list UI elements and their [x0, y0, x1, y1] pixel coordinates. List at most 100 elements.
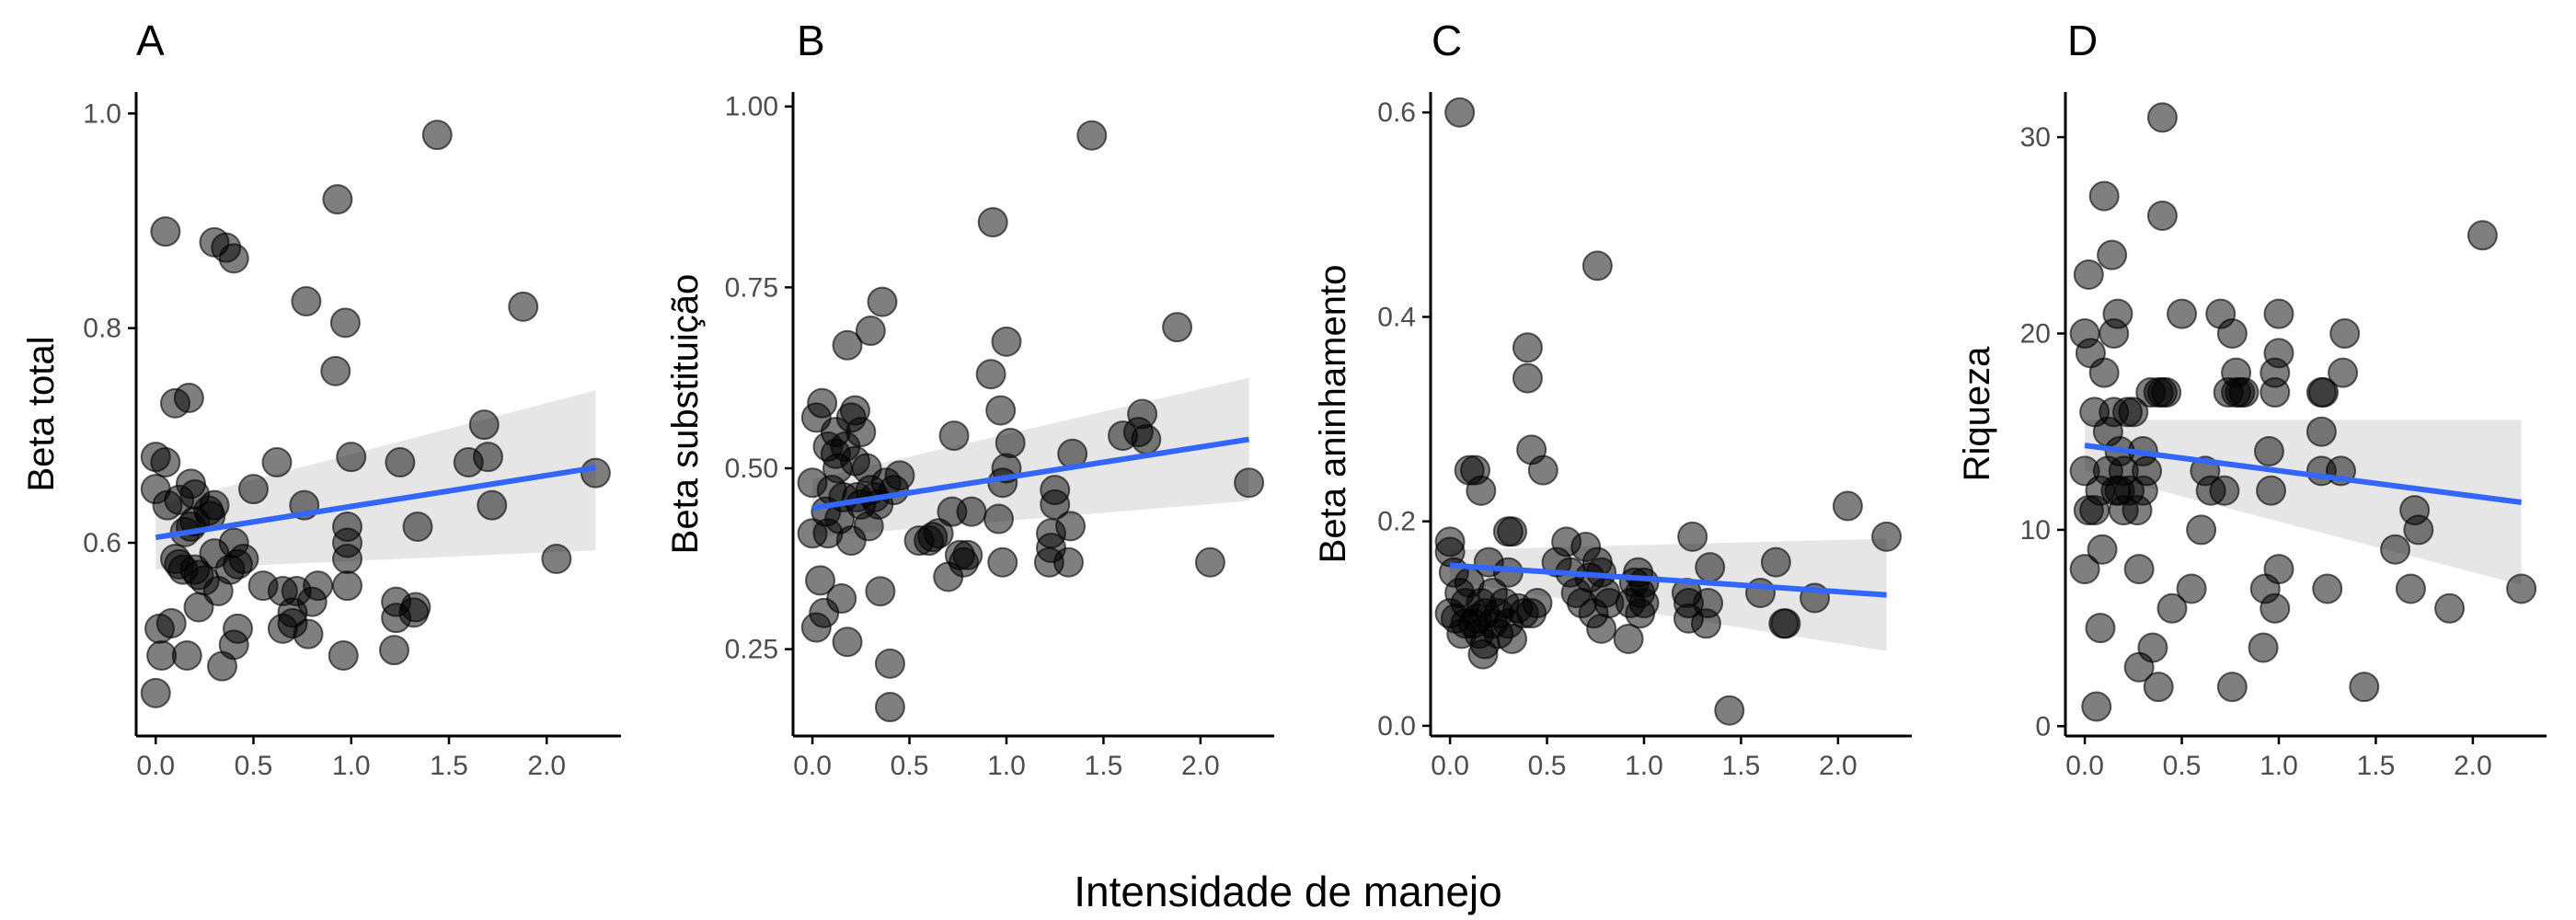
x-tick-label: 1.5	[2357, 751, 2396, 781]
x-tick-label: 1.5	[1085, 751, 1123, 781]
data-point	[845, 417, 877, 448]
regression-line	[155, 465, 596, 541]
data-point	[1581, 250, 1613, 282]
data-point	[2256, 475, 2287, 506]
x-tick-label: 0.0	[136, 751, 175, 781]
x-tick-label: 2.0	[1181, 751, 1220, 781]
panel-d: D Riqueza 0 10 20 30 0.0 0.5 1.0 1.5 2.0	[1957, 17, 2547, 781]
data-point	[2085, 613, 2116, 644]
data-point	[2349, 672, 2380, 703]
data-point	[293, 618, 324, 650]
data-point	[2081, 691, 2112, 722]
data-point	[1832, 490, 1863, 522]
y-axis-label: Riqueza	[1957, 346, 1997, 482]
x-tick-label: 0.5	[1528, 751, 1567, 781]
y-tick-label: 1.0	[83, 98, 121, 129]
data-point	[508, 291, 539, 322]
data-point	[2467, 220, 2498, 251]
data-point	[2146, 102, 2178, 133]
data-point	[1586, 613, 1617, 644]
y-tick-label: 0.6	[1377, 98, 1416, 128]
panel-c: C Beta aninhamento 0.0 0.2 0.4 0.6 0.0 0.5 1.0 1.…	[1313, 17, 1912, 781]
data-point	[2156, 592, 2188, 624]
x-tick-label: 0.0	[793, 751, 832, 781]
data-point	[2312, 573, 2343, 604]
data-point	[2209, 475, 2240, 506]
data-point	[1512, 362, 1543, 394]
panel-tag: D	[2067, 17, 2098, 64]
data-point	[580, 457, 611, 489]
y-tick-label: 0	[2035, 711, 2051, 742]
y-tick-label: 0.0	[1377, 711, 1416, 742]
data-point	[938, 420, 970, 452]
x-tick-label: 0.5	[235, 751, 273, 781]
data-point	[2216, 672, 2248, 703]
data-point	[1052, 546, 1084, 578]
x-tick-label: 1.5	[430, 751, 468, 781]
data-point	[2069, 554, 2100, 585]
regression-line	[2084, 443, 2522, 506]
data-point	[1055, 511, 1087, 542]
data-point	[865, 576, 896, 607]
data-point	[1234, 467, 1265, 499]
data-point	[2073, 259, 2104, 290]
y-tick-label: 10	[2020, 515, 2051, 546]
data-point	[826, 583, 857, 615]
y-tick-label: 0.2	[1377, 507, 1416, 537]
data-point	[218, 243, 249, 274]
data-point	[952, 539, 983, 570]
data-point	[1076, 120, 1108, 151]
data-point	[2263, 338, 2294, 369]
data-point	[2263, 554, 2294, 585]
x-tick-label: 0.5	[891, 751, 929, 781]
data-point	[2253, 436, 2284, 467]
data-point	[228, 544, 259, 574]
data-point	[2307, 377, 2339, 408]
data-point	[855, 316, 886, 347]
data-point	[1871, 521, 1903, 552]
y-tick-label: 30	[2020, 122, 2051, 153]
data-point	[291, 286, 322, 316]
data-point	[1613, 623, 1644, 654]
data-point	[2329, 318, 2361, 349]
data-point	[329, 307, 361, 339]
panel-tag: A	[136, 17, 165, 64]
panel-a: A Beta total 0.6 0.8 1.0 0.0 0.5 1.0 1.5 2.0	[21, 17, 621, 781]
data-point	[2176, 573, 2207, 604]
global-x-axis-label: Intensidade de manejo	[1074, 868, 1501, 915]
data-point	[218, 629, 249, 661]
data-point	[1693, 588, 1724, 619]
data-point	[2167, 298, 2198, 329]
data-point	[140, 677, 171, 708]
y-tick-label: 20	[2020, 319, 2051, 350]
data-point	[2380, 534, 2411, 565]
data-point	[2306, 416, 2337, 447]
data-point	[2088, 357, 2120, 388]
data-point	[1497, 623, 1528, 654]
panel-tag: B	[797, 17, 825, 64]
data-point	[468, 409, 500, 441]
data-point	[1444, 97, 1476, 128]
data-point	[1040, 475, 1071, 506]
data-point	[146, 640, 178, 671]
data-point	[1512, 332, 1543, 363]
data-point	[991, 326, 1022, 357]
x-tick-label: 0.5	[2163, 751, 2202, 781]
y-tick-label: 0.4	[1377, 302, 1416, 332]
data-point	[2228, 377, 2260, 408]
data-point	[379, 635, 409, 666]
data-point	[199, 489, 230, 521]
x-tick-label: 2.0	[2454, 751, 2492, 781]
data-point	[421, 120, 453, 151]
data-point	[2097, 239, 2128, 270]
x-tick-label: 1.0	[2260, 751, 2298, 781]
y-axis-label: Beta substituição	[665, 274, 706, 555]
data-point	[2143, 672, 2174, 703]
data-point	[1522, 588, 1553, 619]
data-point	[402, 512, 433, 542]
data-point	[328, 640, 359, 671]
data-point	[2123, 554, 2155, 585]
data-point	[2434, 592, 2466, 624]
data-point	[1527, 454, 1558, 486]
